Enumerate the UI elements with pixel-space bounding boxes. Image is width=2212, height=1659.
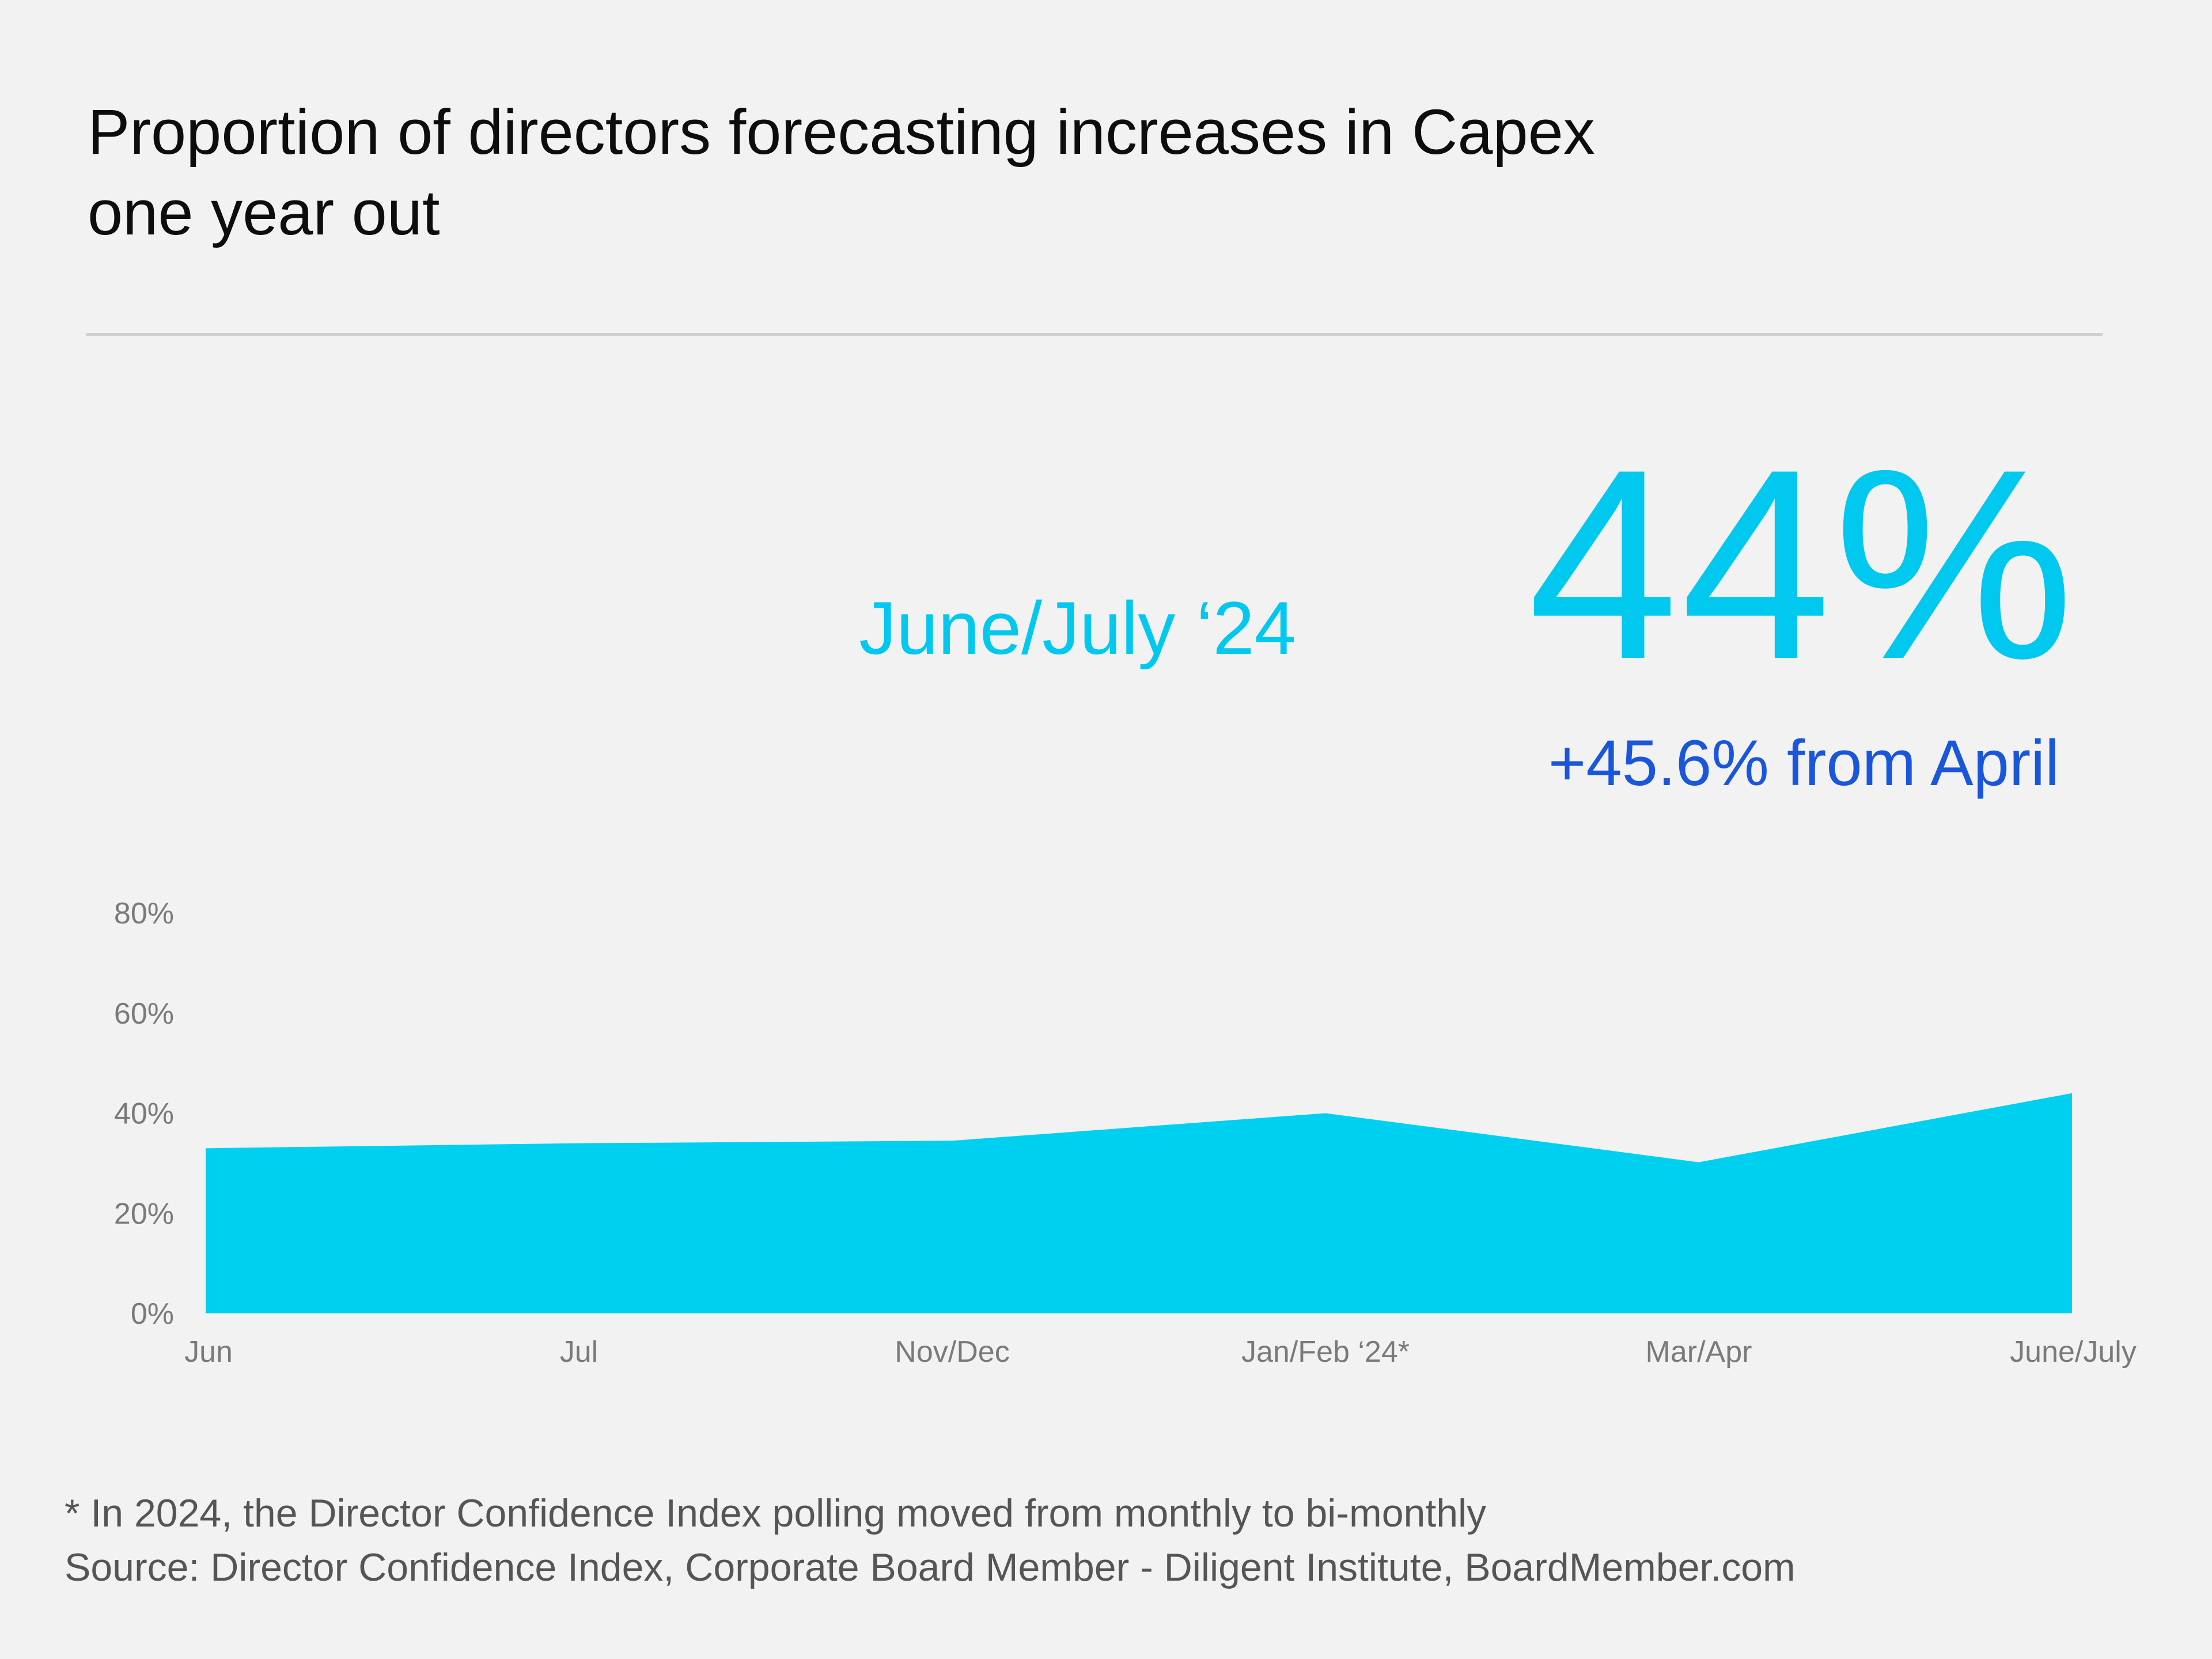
x-axis: Jun Jul Nov/Dec Jan/Feb ‘24* Mar/Apr June/Jul… [184, 1335, 2137, 1369]
y-tick-label: 20% [114, 1197, 174, 1230]
y-tick-label: 0% [131, 1297, 174, 1331]
title-divider [86, 333, 2103, 336]
x-tick-label: Mar/Apr [1646, 1335, 1752, 1369]
y-axis: 0% 20% 40% 60% 80% [114, 897, 174, 1331]
area-chart: 0% 20% 40% 60% 80% Jun Jul Nov/Dec Jan/Feb ‘24*… [114, 897, 2137, 1369]
x-tick-label: Jun [184, 1335, 233, 1369]
area-series [206, 1093, 2072, 1313]
highlight-value: 44% [1528, 413, 2077, 715]
chart-title-line-1: Proportion of directors forecasting incr… [88, 97, 1595, 168]
highlight-period: June/July ‘24 [859, 586, 1296, 670]
footnote-source: Source: Director Confidence Index, Corpo… [65, 1546, 1796, 1589]
highlight-change: +45.6% from April [1548, 727, 2059, 799]
y-tick-label: 60% [114, 997, 174, 1031]
y-tick-label: 40% [114, 1097, 174, 1131]
x-tick-label: June/July [2010, 1335, 2137, 1369]
footnote: * In 2024, the Director Confidence Index… [65, 1486, 1796, 1594]
plot-area [206, 1093, 2072, 1313]
chart-title-line-2: one year out [88, 177, 440, 248]
chart-title: Proportion of directors forecasting incr… [88, 92, 1931, 253]
x-tick-label: Jan/Feb ‘24* [1241, 1335, 1410, 1369]
footnote-note: * In 2024, the Director Confidence Index… [65, 1491, 1487, 1535]
y-tick-label: 80% [114, 897, 174, 930]
x-tick-label: Nov/Dec [895, 1335, 1009, 1369]
x-tick-label: Jul [560, 1335, 598, 1369]
